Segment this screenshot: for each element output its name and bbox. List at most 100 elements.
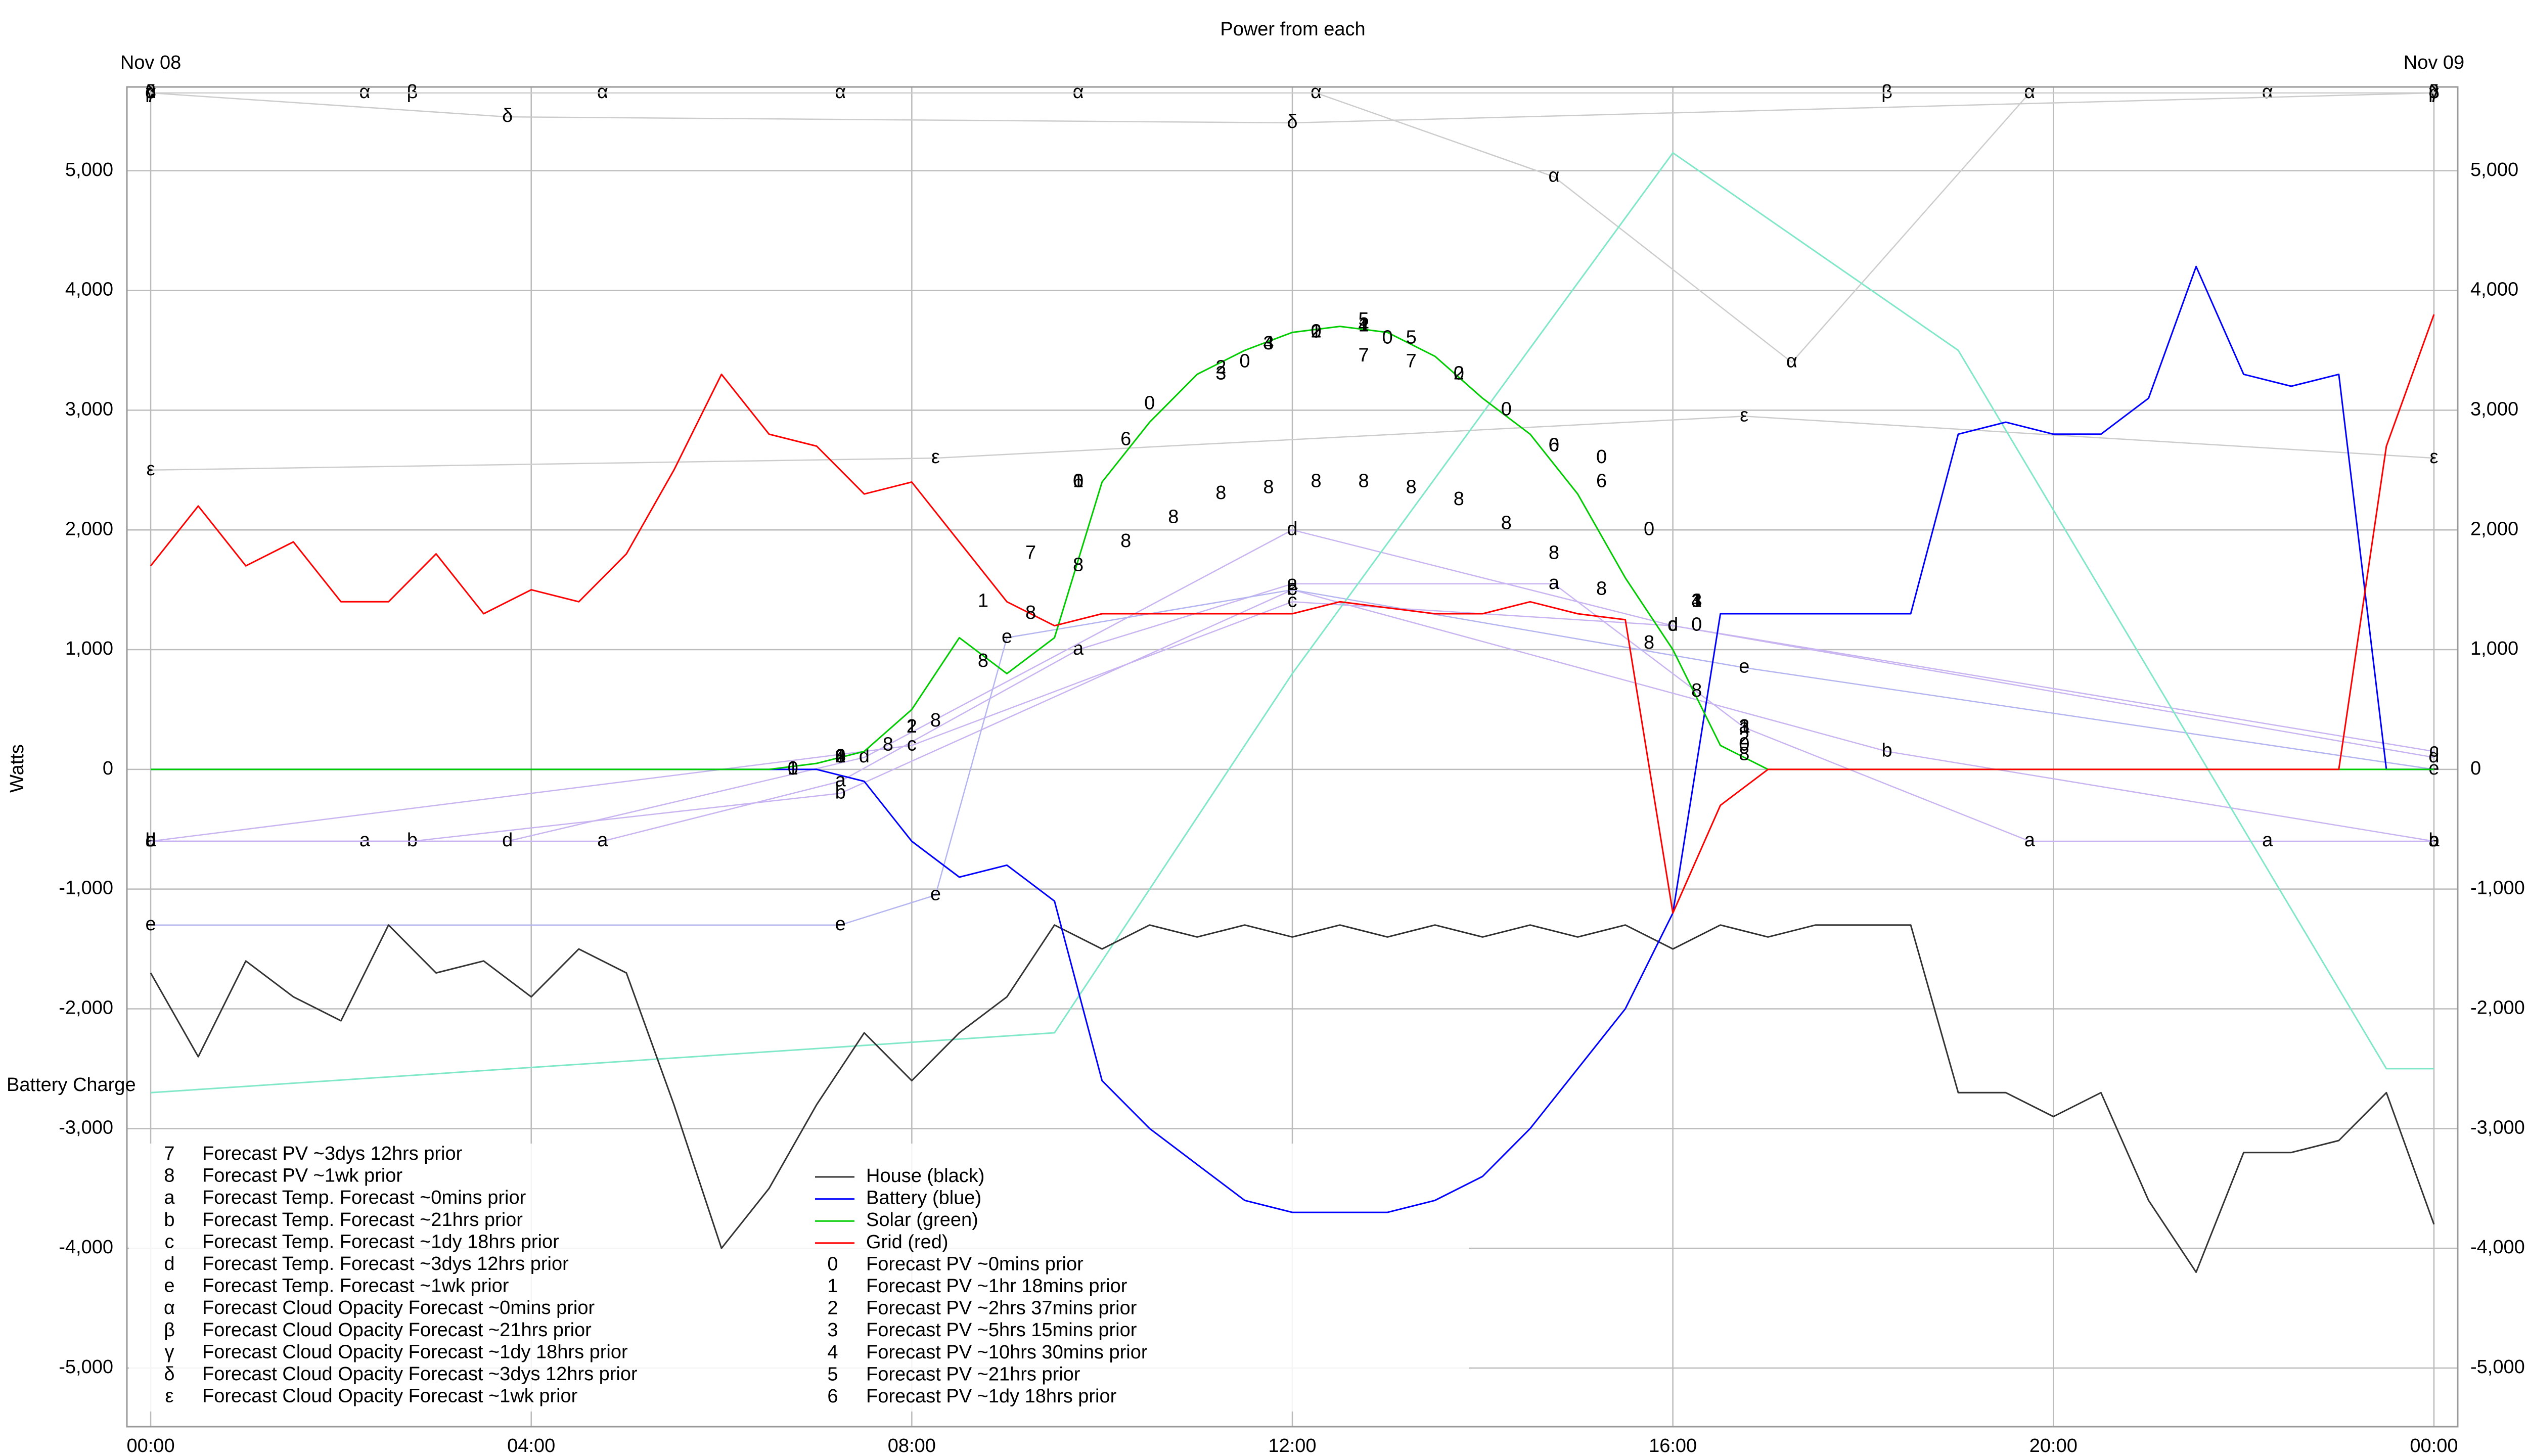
temp-forecast-marker: c bbox=[1288, 590, 1297, 611]
pv-forecast-marker: 6 bbox=[1120, 429, 1131, 450]
y-tick-label-right: 0 bbox=[2470, 758, 2481, 779]
pv-forecast-marker: 0 bbox=[1596, 446, 1607, 468]
pv-forecast-marker: 0 bbox=[1382, 327, 1393, 348]
temp-forecast-marker: e bbox=[930, 884, 941, 905]
temp-forecast-marker: c bbox=[907, 734, 917, 755]
legend-symbol: α bbox=[164, 1297, 175, 1318]
temp-forecast-line bbox=[151, 583, 2434, 842]
pv-forecast-marker: 8 bbox=[1739, 743, 1749, 764]
legend-symbol: ε bbox=[165, 1386, 174, 1407]
temp-forecast-marker: c bbox=[146, 830, 156, 851]
legend-label: Forecast PV ~1dy 18hrs prior bbox=[866, 1386, 1117, 1407]
pv-forecast-marker: 5 bbox=[1406, 327, 1417, 348]
temp-forecast-marker: a bbox=[2262, 830, 2273, 851]
legend-label: Forecast Temp. Forecast ~3dys 12hrs prio… bbox=[202, 1253, 569, 1275]
y-tick-label-right: -3,000 bbox=[2470, 1117, 2525, 1138]
pv-forecast-marker: 4 bbox=[1359, 315, 1369, 336]
y-tick-label: -4,000 bbox=[59, 1237, 113, 1258]
pv-forecast-marker: 8 bbox=[1501, 512, 1512, 533]
cloud-forecast-marker: α bbox=[835, 81, 846, 103]
legend-symbol: 7 bbox=[164, 1143, 174, 1164]
cloud-forecast-line bbox=[151, 92, 2268, 363]
y-tick-label-right: 4,000 bbox=[2470, 279, 2518, 300]
cloud-forecast-marker: α bbox=[2262, 81, 2273, 103]
pv-forecast-marker: 8 bbox=[1406, 476, 1417, 497]
pv-forecast-marker: 8 bbox=[930, 710, 941, 731]
pv-forecast-marker: 4 bbox=[1263, 333, 1274, 354]
temp-forecast-line bbox=[150, 601, 2434, 842]
pv-forecast-marker: 8 bbox=[978, 650, 988, 671]
pv-forecast-marker: 2 bbox=[1454, 362, 1464, 384]
cloud-forecast-marker: δ bbox=[2428, 81, 2439, 103]
pv-forecast-marker: 2 bbox=[835, 746, 846, 767]
pv-forecast-marker: 8 bbox=[1120, 530, 1131, 552]
pv-forecast-marker: 7 bbox=[1406, 351, 1417, 372]
pv-forecast-marker: 8 bbox=[1691, 680, 1702, 701]
pv-forecast-marker: 8 bbox=[835, 746, 846, 767]
y-tick-label: 3,000 bbox=[65, 398, 113, 420]
pv-forecast-marker: 8 bbox=[1215, 482, 1226, 504]
pv-forecast-marker: 3 bbox=[1215, 362, 1226, 384]
legend-label: Forecast Cloud Opacity Forecast ~3dys 12… bbox=[202, 1363, 638, 1385]
pv-forecast-marker: 0 bbox=[1549, 434, 1559, 456]
pv-forecast-marker: 4 bbox=[835, 746, 846, 767]
cloud-forecast-line bbox=[150, 416, 2434, 471]
temp-forecast-marker: b bbox=[1287, 578, 1297, 600]
legend-label: Forecast Temp. Forecast ~0mins prior bbox=[202, 1187, 526, 1208]
pv-forecast-marker: 3 bbox=[1739, 716, 1749, 737]
temp-forecast-marker: e bbox=[835, 914, 846, 935]
legend-symbol: 3 bbox=[827, 1320, 838, 1341]
x-tick-label: 04:00 bbox=[507, 1435, 555, 1456]
legend-symbol: γ bbox=[165, 1341, 174, 1362]
pv-forecast-marker: 8 bbox=[1359, 471, 1369, 492]
legend-label: Forecast Temp. Forecast ~1wk prior bbox=[202, 1276, 509, 1297]
pv-forecast-marker: 0 bbox=[1454, 362, 1464, 384]
pv-forecast-marker: 8 bbox=[883, 734, 893, 755]
date-label: Nov 09 bbox=[2404, 52, 2464, 73]
cloud-forecast-marker: α bbox=[597, 81, 608, 103]
pv-forecast-marker: 8 bbox=[1073, 554, 1084, 575]
temp-forecast-marker: a bbox=[597, 830, 608, 851]
temp-forecast-line bbox=[151, 529, 2434, 842]
pv-forecast-marker: 5 bbox=[1359, 309, 1369, 330]
cloud-forecast-marker: β bbox=[2428, 81, 2440, 103]
legend-label: Forecast PV ~21hrs prior bbox=[866, 1363, 1080, 1385]
pv-forecast-marker: 8 bbox=[1025, 602, 1036, 623]
cloud-forecast-marker: γ bbox=[2429, 81, 2439, 103]
pv-forecast-marker: 0 bbox=[1501, 398, 1512, 420]
pv-forecast-marker: 7 bbox=[1025, 542, 1036, 564]
cloud-forecast-marker: α bbox=[1311, 81, 1322, 103]
y-tick-label: 2,000 bbox=[65, 518, 113, 539]
legend-background bbox=[129, 1144, 1469, 1412]
date-label: Nov 08 bbox=[120, 52, 181, 73]
legend-symbol: 0 bbox=[827, 1253, 838, 1275]
pv-forecast-marker: 2 bbox=[907, 716, 917, 737]
x-tick-label: 16:00 bbox=[1649, 1435, 1697, 1456]
legend-label: Forecast PV ~1hr 18mins prior bbox=[866, 1276, 1127, 1297]
pv-forecast-marker: 0 bbox=[1644, 518, 1654, 539]
legend-label: Forecast Cloud Opacity Forecast ~21hrs p… bbox=[202, 1320, 592, 1341]
temp-forecast-marker: c bbox=[1668, 614, 1678, 635]
y-tick-label: -3,000 bbox=[59, 1117, 113, 1138]
temp-forecast-marker: b bbox=[145, 830, 156, 851]
pv-forecast-marker: 0 bbox=[1691, 614, 1702, 635]
pv-forecast-marker: 1 bbox=[907, 716, 917, 737]
cloud-forecast-marker: α bbox=[145, 81, 156, 103]
y-tick-label-right: -4,000 bbox=[2470, 1237, 2525, 1258]
legend-label: Battery (blue) bbox=[866, 1188, 981, 1209]
battery-charge-label: Battery Charge bbox=[7, 1074, 136, 1096]
cloud-forecast-marker: δ bbox=[145, 81, 156, 103]
pv-forecast-marker: 1 bbox=[788, 758, 798, 779]
pv-forecast-marker: 3 bbox=[1263, 333, 1274, 354]
legend-label: House (black) bbox=[866, 1165, 984, 1187]
pv-forecast-marker: 8 bbox=[1168, 507, 1179, 528]
temp-forecast-marker: d bbox=[859, 746, 870, 767]
cloud-forecast-marker: α bbox=[1548, 165, 1559, 187]
temp-forecast-marker: a bbox=[359, 830, 371, 851]
pv-forecast-marker: 0 bbox=[1239, 351, 1250, 372]
temp-forecast-marker: d bbox=[2428, 746, 2439, 767]
pv-forecast-marker: 8 bbox=[1644, 632, 1654, 653]
temp-forecast-marker: a bbox=[2024, 830, 2036, 851]
pv-forecast-marker: 2 bbox=[1311, 321, 1321, 342]
pv-forecast-marker: 1 bbox=[1739, 716, 1749, 737]
